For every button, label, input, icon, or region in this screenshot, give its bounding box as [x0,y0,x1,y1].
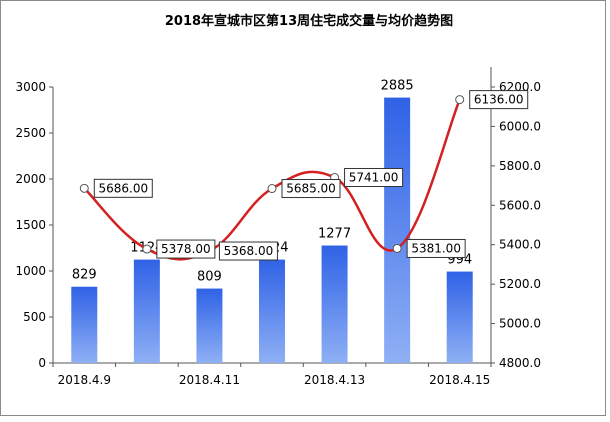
price-callout-box [406,238,466,258]
price-data-label: 5686.00 [98,181,148,195]
chart-title: 2018年宣城市区第13周住宅成交量与均价趋势图 [165,13,453,29]
y-left-tick-label: 0 [38,356,46,370]
y-left-tick-label: 3000 [15,80,46,94]
price-point [79,183,89,193]
price-point [142,244,152,254]
chart-frame: 2018年宣城市区第13周住宅成交量与均价趋势图 0 500 1000 1500 200… [0,0,606,416]
bar-data-label: 809 [197,270,222,285]
bar [259,259,285,363]
y-right-tick-label: 5600.0 [499,198,541,212]
price-data-label: 6136.00 [474,93,524,107]
y-right-tick-label: 5400.0 [499,238,541,252]
price-data-label: 5685.00 [286,182,336,196]
price-callout-box [218,241,278,261]
y-right-tick-label: 4800.0 [499,356,541,370]
bar [446,271,473,363]
price-callout-box [156,239,216,259]
x-tick-label: 2018.4.11 [179,373,240,387]
y-right-tick-label: 5800.0 [499,159,541,173]
price-callout-box [344,167,404,187]
y-left-tick-label: 2000 [15,172,46,186]
x-tick-label: 2018.4.13 [304,373,365,387]
bar [133,259,160,363]
y-left-tick-label: 1500 [15,218,46,232]
bar [384,97,411,363]
bar [321,245,348,363]
price-data-label: 5741.00 [349,170,399,184]
y-left-tick-label: 1000 [15,264,46,278]
y-right-tick-label: 6000.0 [499,119,541,133]
price-data-label: 5378.00 [161,242,211,256]
bar [71,286,98,363]
y-right-tick-label: 5000.0 [499,317,541,331]
price-point [267,184,277,194]
price-callout-box [469,90,529,110]
x-tick-label: 2018.4.15 [429,373,490,387]
price-callout-box [281,179,341,199]
price-point [392,243,402,253]
price-callout-box [93,178,153,198]
plot-area: 0 500 1000 1500 2000 2500 3000 4800.0 5000.0 5200… [15,67,541,387]
bar [196,288,223,363]
x-tick-label: 2018.4.9 [58,373,111,387]
price-data-label: 5381.00 [411,241,461,255]
price-point [455,95,465,105]
bar-data-label: 2885 [381,79,414,94]
bar-data-label: 829 [72,268,97,283]
price-data-label: 5368.00 [224,244,274,258]
bar-data-label: 1277 [318,227,351,242]
y-left-tick-label: 500 [23,310,46,324]
y-right-tick-label: 5200.0 [499,277,541,291]
y-left-tick-label: 2500 [15,126,46,140]
